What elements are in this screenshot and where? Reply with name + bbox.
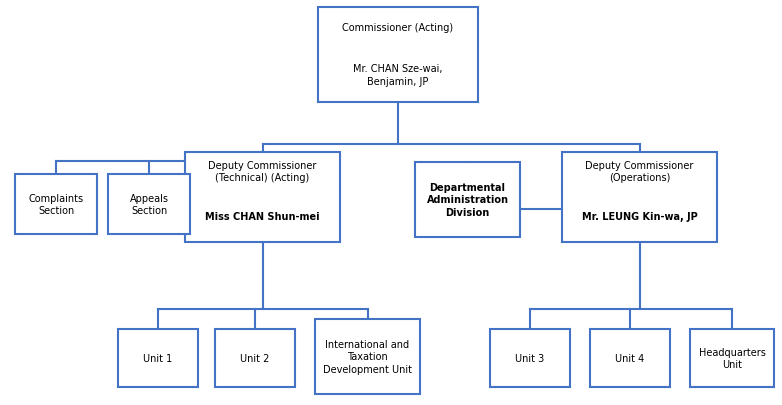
FancyBboxPatch shape [15,175,97,234]
FancyBboxPatch shape [215,329,295,387]
Text: Unit 2: Unit 2 [240,353,270,363]
Text: Mr. CHAN Sze-wai,
Benjamin, JP: Mr. CHAN Sze-wai, Benjamin, JP [353,64,443,86]
Text: Complaints
Section: Complaints Section [28,193,84,216]
Text: Unit 1: Unit 1 [143,353,173,363]
FancyBboxPatch shape [185,153,340,243]
Text: Commissioner (Acting): Commissioner (Acting) [343,23,454,33]
FancyBboxPatch shape [415,162,520,237]
FancyBboxPatch shape [590,329,670,387]
Text: Headquarters
Unit: Headquarters Unit [698,347,766,369]
FancyBboxPatch shape [108,175,190,234]
Text: Appeals
Section: Appeals Section [130,193,168,216]
Text: Departmental
Administration
Division: Departmental Administration Division [426,183,508,217]
FancyBboxPatch shape [562,153,717,243]
FancyBboxPatch shape [315,319,420,394]
FancyBboxPatch shape [118,329,198,387]
FancyBboxPatch shape [690,329,774,387]
Text: Mr. LEUNG Kin-wa, JP: Mr. LEUNG Kin-wa, JP [582,211,698,222]
FancyBboxPatch shape [318,8,478,103]
Text: Unit 3: Unit 3 [515,353,544,363]
Text: Unit 4: Unit 4 [615,353,644,363]
FancyBboxPatch shape [490,329,570,387]
Text: Deputy Commissioner
(Technical) (Acting): Deputy Commissioner (Technical) (Acting) [208,160,317,183]
Text: International and
Taxation
Development Unit: International and Taxation Development U… [323,339,412,374]
Text: Deputy Commissioner
(Operations): Deputy Commissioner (Operations) [585,160,694,183]
Text: Miss CHAN Shun-mei: Miss CHAN Shun-mei [205,211,320,222]
